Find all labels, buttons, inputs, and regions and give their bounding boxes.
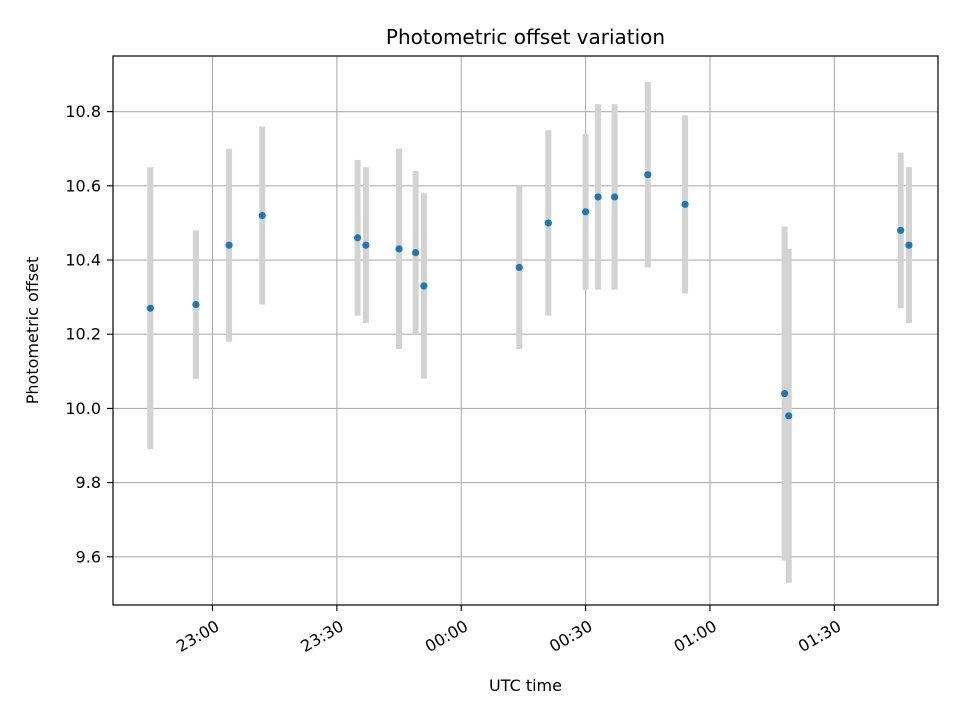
x-tick-label: 01:00	[671, 616, 720, 656]
data-point	[582, 208, 590, 216]
y-tick-label: 9.6	[76, 547, 101, 566]
x-tick-label: 00:00	[422, 616, 471, 656]
data-point	[897, 226, 905, 234]
data-point	[258, 211, 266, 220]
data-point	[146, 304, 154, 312]
y-tick-label: 10.8	[65, 102, 101, 121]
y-axis-label: Photometric offset	[23, 257, 42, 405]
y-tick-label: 10.6	[65, 176, 101, 195]
y-axis-ticks: 9.6 9.8 10.0 10.2 10.4 10.6 10.8	[65, 102, 113, 566]
error-bars	[147, 81, 912, 583]
plot-frame	[112, 55, 939, 606]
data-point	[594, 193, 602, 201]
data-point	[362, 241, 370, 249]
data-point	[681, 200, 689, 208]
x-tick-label: 23:30	[297, 616, 346, 656]
data-point	[785, 412, 793, 420]
data-point	[412, 249, 420, 257]
data-point	[395, 245, 403, 253]
data-point	[544, 219, 552, 227]
data-point	[905, 241, 913, 249]
y-tick-label: 10.2	[65, 325, 101, 344]
y-tick-label: 10.0	[65, 399, 101, 418]
y-tick-label: 10.4	[65, 251, 101, 270]
x-tick-label: 00:30	[546, 616, 595, 656]
chart-title: Photometric offset variation	[386, 25, 665, 49]
data-point	[192, 300, 200, 309]
x-tick-label: 23:00	[173, 616, 222, 656]
y-tick-label: 9.8	[76, 473, 101, 492]
x-axis-label: UTC time	[489, 676, 562, 695]
x-axis-ticks: 23:00 23:30 00:00 00:30 01:00 01:30	[173, 605, 844, 656]
data-point	[420, 282, 428, 290]
data-point	[781, 389, 789, 398]
grid	[113, 56, 938, 605]
data-point	[515, 263, 523, 272]
data-point	[611, 193, 619, 201]
data-point	[353, 234, 362, 242]
data-point	[644, 171, 652, 179]
data-point	[225, 241, 233, 249]
x-tick-label: 01:30	[795, 616, 844, 656]
data-points	[146, 171, 913, 420]
